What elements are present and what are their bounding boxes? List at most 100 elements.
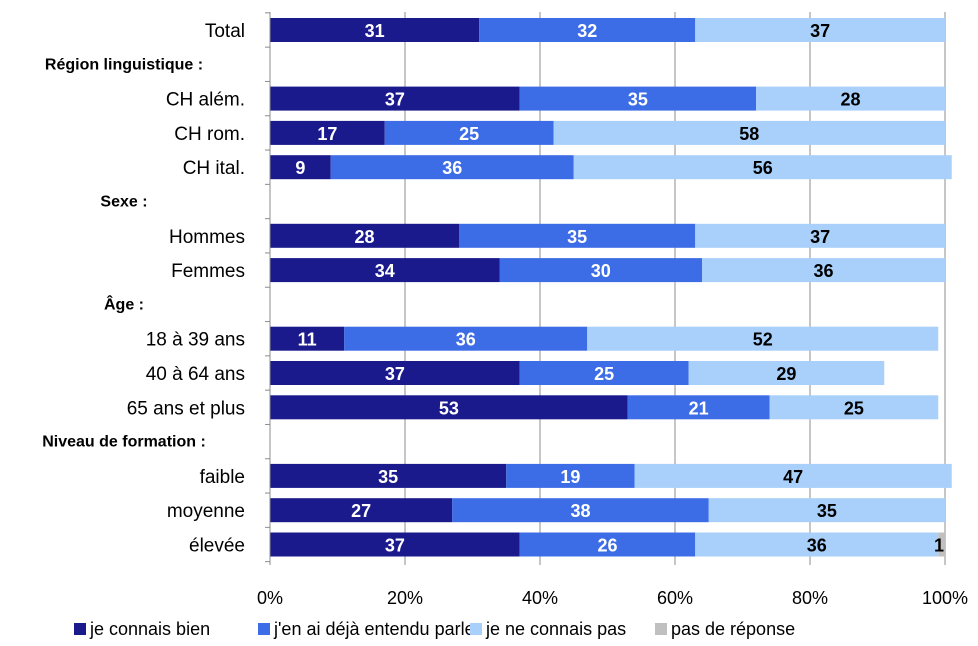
category-label: Femmes [171,261,245,282]
bar-segment [627,395,770,420]
category-label: élevée [189,536,245,557]
bar-segment [384,120,554,145]
bar-segment [499,258,702,283]
bar-segment [553,120,945,145]
data-label: 29 [776,364,796,384]
data-label: 35 [378,467,398,487]
x-tick-label: 100% [922,588,968,608]
category-label: CH ital. [183,158,245,179]
bar-segment [270,498,453,523]
bar-segment [270,258,500,283]
legend-label: je ne connais pas [485,619,626,639]
legend-swatch [470,623,482,635]
bar-segment [688,361,885,385]
data-label: 52 [753,330,773,350]
data-label: 11 [298,330,317,350]
data-label: 56 [753,158,773,178]
axes [265,12,271,565]
data-label: 31 [365,21,385,41]
bar-segment [459,223,696,248]
category-label: CH rom. [174,124,245,145]
data-label: 21 [689,398,709,418]
bar-segment [519,361,689,385]
bar-segment [634,463,952,488]
x-tick-label: 80% [792,588,828,608]
data-label: 36 [813,261,833,281]
legend-label: je connais bien [89,619,210,639]
data-label: 28 [840,90,860,110]
data-label: 36 [456,330,476,350]
x-tick-label: 60% [657,588,693,608]
legend-label: pas de réponse [671,619,795,639]
data-label: 28 [354,227,374,247]
bar-segment [270,86,520,111]
group-label: Sexe : [100,194,147,211]
data-label: 36 [442,158,462,178]
legend: je connais bien j'en ai déjà entendu parl… [74,619,795,639]
data-label: 37 [385,90,405,110]
bar-segment [769,395,939,420]
bar-segment [330,155,574,180]
category-label: 40 à 64 ans [146,364,245,385]
bar-segment [695,18,945,42]
data-label: 26 [597,536,617,556]
data-label: 35 [628,90,648,110]
bar-segment [519,532,696,557]
group-label: Région linguistique : [45,56,203,73]
x-tick-label: 0% [257,588,283,608]
data-label: 25 [459,124,479,144]
data-label: 30 [591,261,611,281]
data-label: 38 [570,501,590,521]
data-label: 37 [385,364,405,384]
data-label: 25 [844,398,864,418]
legend-label: j'en ai déjà entendu parler [273,619,481,639]
bar-segment [519,86,756,111]
bar-segment [702,258,945,283]
group-label: Âge : [104,294,144,313]
data-label: 47 [783,467,803,487]
category-label: Hommes [169,227,245,248]
data-label: 35 [567,227,587,247]
bar-segment [344,326,588,351]
data-label: 19 [560,467,580,487]
bar-segment [506,463,635,488]
group-label: Niveau de formation : [42,434,206,451]
bar-segment [270,532,520,557]
legend-swatch [74,623,86,635]
data-label: 35 [817,501,837,521]
category-label: 18 à 39 ans [146,330,245,351]
data-label: 25 [594,364,614,384]
bar-segment [479,18,696,42]
bar-segment [695,532,939,557]
x-tick-labels: 0% 20% 40% 60% 80% 100% [257,588,968,608]
bar-segment [270,223,459,248]
data-label: 58 [739,124,759,144]
bar-segment [270,155,331,180]
category-label: moyenne [167,501,245,522]
data-label: 53 [439,398,459,418]
x-tick-label: 20% [387,588,423,608]
bar-segment [573,155,952,180]
bar-segment [587,326,939,351]
legend-swatch [655,623,667,635]
bar-segment [756,86,945,111]
category-label: CH além. [166,90,245,111]
data-label: 36 [807,536,827,556]
data-label: 17 [317,124,337,144]
bar-segment [270,326,345,351]
category-label: faible [200,467,245,488]
bar-segment [270,120,385,145]
bar-segment [708,498,945,523]
bar-segment [270,361,520,385]
data-label: 32 [577,21,597,41]
data-label: 37 [810,227,830,247]
bar-segment [270,463,507,488]
data-label: 37 [810,21,830,41]
data-label: 9 [295,158,305,178]
bars: 31 32 37 37 35 28 17 25 58 9 36 56 28 35 37 34 30 36 11 36 5… [270,18,952,557]
bar-segment [270,18,480,42]
legend-swatch [258,623,270,635]
bar-segment [452,498,709,523]
